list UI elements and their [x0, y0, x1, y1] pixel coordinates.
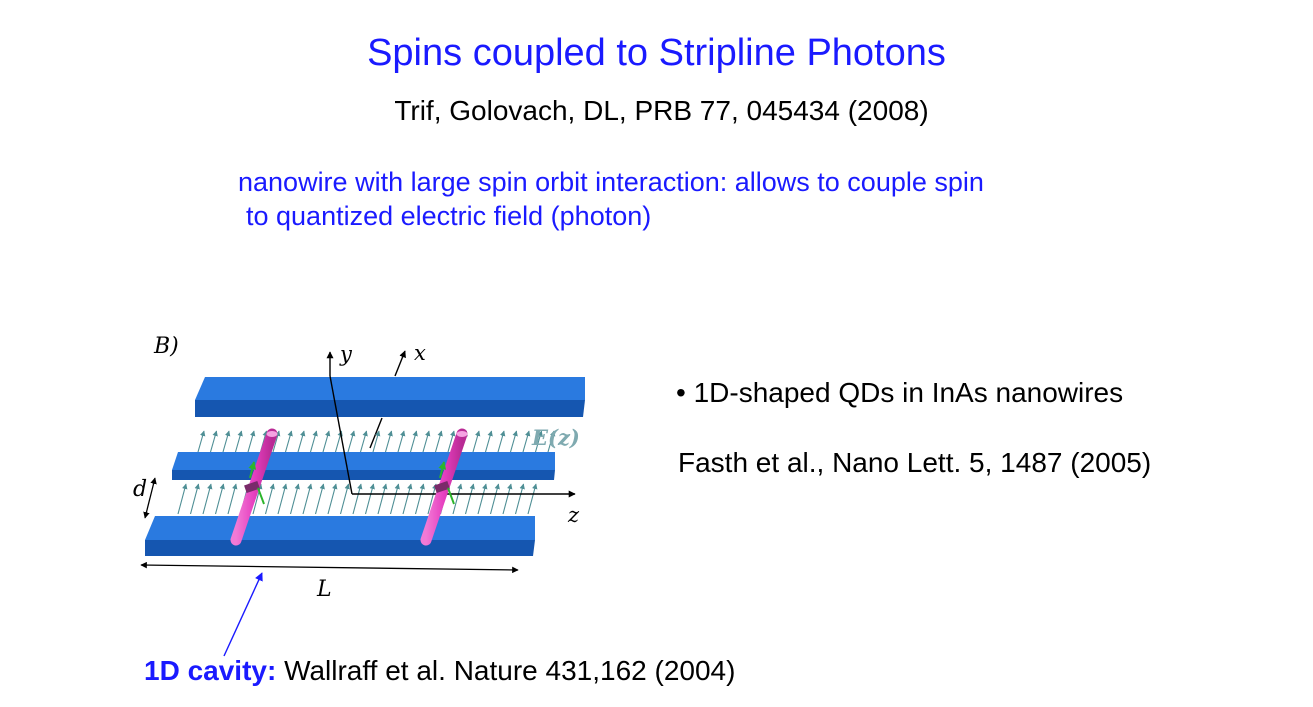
field-arrow: [502, 483, 513, 515]
z-axis-label: z: [567, 503, 580, 527]
field-arrow: [477, 483, 488, 515]
field-arrow: [402, 483, 413, 515]
field-arrow: [352, 483, 363, 515]
field-arrow: [214, 483, 225, 515]
field-label: E(z): [531, 425, 580, 450]
field-arrow: [247, 430, 256, 453]
field-arrow: [372, 430, 381, 453]
field-arrow: [272, 430, 281, 453]
field-arrow: [427, 483, 438, 515]
field-arrow: [359, 430, 368, 453]
field-arrow: [327, 483, 338, 515]
field-arrow: [189, 483, 200, 515]
field-arrow: [384, 430, 393, 453]
field-arrow: [472, 430, 481, 453]
field-arrow: [289, 483, 300, 515]
field-arrow: [322, 430, 331, 453]
field-arrow: [547, 430, 556, 453]
field-arrow: [522, 430, 531, 453]
field-arrow: [227, 483, 238, 515]
field-arrow: [252, 483, 263, 515]
top-strip: [195, 377, 585, 417]
gap-label: d: [133, 477, 147, 502]
nanowire-left: [230, 428, 278, 546]
field-arrow: [234, 430, 243, 453]
spin-arrow-tail: [257, 487, 265, 505]
field-arrow: [284, 430, 293, 453]
field-arrow: [464, 483, 475, 515]
panel-label: B): [153, 334, 179, 359]
y-axis-line: [329, 375, 353, 495]
bottom-strip: [145, 516, 535, 556]
field-arrow: [452, 483, 463, 515]
spin-arrow-tail: [447, 487, 455, 505]
field-arrow: [489, 483, 500, 515]
field-arrow: [347, 430, 356, 453]
spin-arrow-icon: [248, 461, 257, 479]
field-arrow: [277, 483, 288, 515]
field-arrow: [414, 483, 425, 515]
y-axis-label: y: [339, 342, 353, 366]
field-arrow: [177, 483, 188, 515]
field-arrow: [264, 483, 275, 515]
intro-line-2: to quantized electric field (photon): [246, 201, 652, 231]
field-arrow: [447, 430, 456, 453]
field-arrow: [527, 483, 538, 515]
field-arrow: [409, 430, 418, 453]
slide-title: Spins coupled to Stripline Photons: [367, 32, 946, 74]
spin-arrow-icon: [438, 461, 447, 479]
field-arrow: [364, 483, 375, 515]
field-arrow: [202, 483, 213, 515]
length-label: L: [316, 577, 332, 602]
field-arrow: [314, 483, 325, 515]
gap-arrow: [143, 477, 157, 519]
field-arrow: [222, 430, 231, 453]
x-axis-label: x: [414, 341, 426, 365]
field-arrows-lower: [177, 483, 538, 515]
field-arrow: [397, 430, 406, 453]
field-arrow: [484, 430, 493, 453]
bullet-point: • 1D-shaped QDs in InAs nanowires: [676, 377, 1124, 408]
reference-fasth: Fasth et al., Nano Lett. 5, 1487 (2005): [678, 447, 1152, 478]
x-axis-tip: [394, 350, 406, 377]
field-arrow: [209, 430, 218, 453]
middle-strip: [172, 452, 555, 480]
coordinate-axes-body: [329, 375, 576, 498]
cavity-label: 1D cavity:: [144, 655, 277, 686]
field-arrow: [339, 483, 350, 515]
cavity-pointer-arrow: [223, 572, 263, 657]
length-arrow: [140, 561, 519, 574]
field-arrow: [534, 430, 543, 453]
field-arrow: [422, 430, 431, 453]
field-arrow: [514, 483, 525, 515]
citation: Trif, Golovach, DL, PRB 77, 045434 (2008…: [394, 95, 929, 126]
cavity-reference: 1D cavity: Wallraff et al. Nature 431,16…: [144, 655, 735, 687]
field-arrow: [434, 430, 443, 453]
field-arrow: [509, 430, 518, 453]
nanowire-right: [420, 428, 468, 546]
cavity-citation: Wallraff et al. Nature 431,162 (2004): [276, 655, 736, 686]
field-arrow: [497, 430, 506, 453]
intro-line-1: nanowire with large spin orbit interacti…: [238, 167, 984, 197]
field-arrow: [302, 483, 313, 515]
field-arrow: [297, 430, 306, 453]
field-arrow: [309, 430, 318, 453]
field-arrow: [389, 483, 400, 515]
field-arrow: [377, 483, 388, 515]
field-arrow: [197, 430, 206, 453]
